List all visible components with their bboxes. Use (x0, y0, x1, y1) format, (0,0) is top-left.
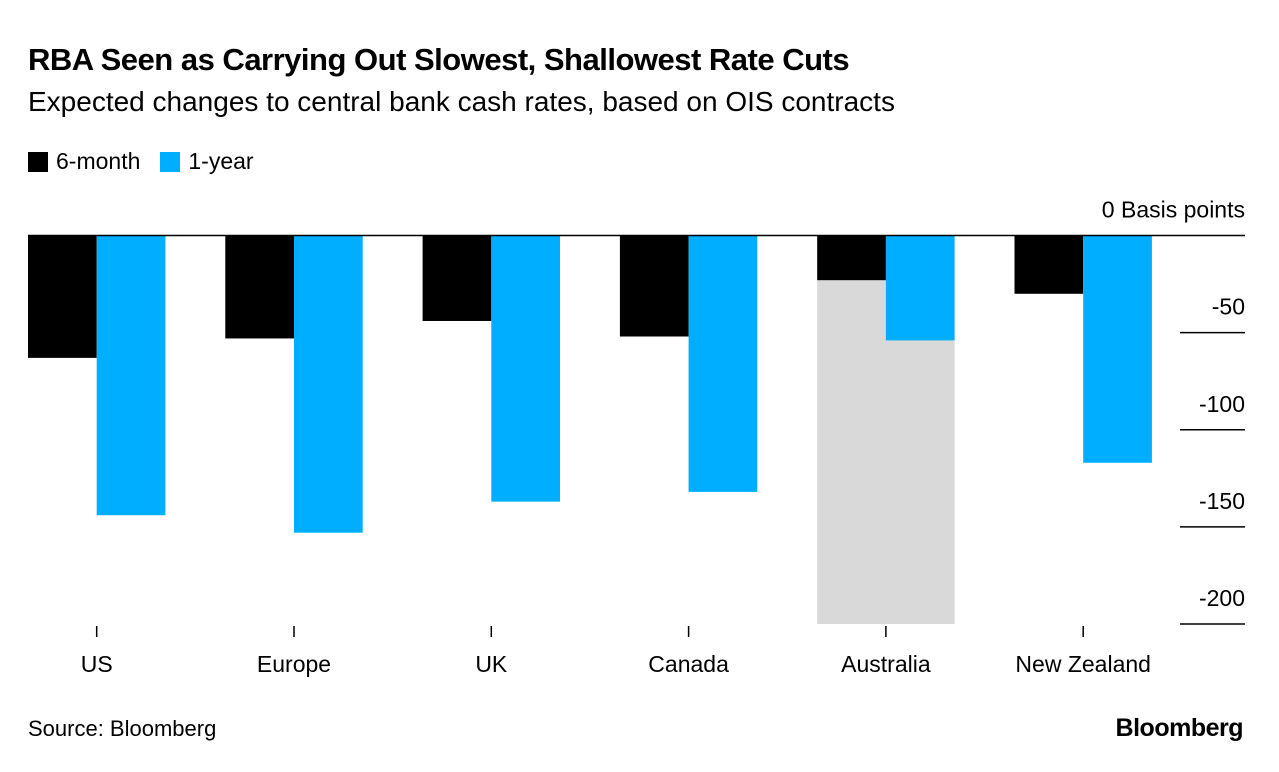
y-tick-label: -100 (1199, 391, 1245, 417)
bar-1-year-canada (688, 235, 758, 492)
bar-1-year-europe (294, 235, 363, 533)
bar-6-month-uk (422, 235, 492, 321)
chart-subtitle: Expected changes to central bank cash ra… (28, 86, 895, 117)
x-tick-label: UK (475, 651, 508, 677)
legend-item-6-month: 6-month (28, 148, 140, 175)
y-tick-label: 0 Basis points (1102, 197, 1245, 223)
bloomberg-logo: Bloomberg (1115, 714, 1244, 742)
legend: 6-month 1-year (28, 148, 264, 175)
legend-swatch-6-month (28, 151, 48, 172)
x-tick-label: Canada (648, 651, 729, 677)
source-note: Source: Bloomberg (28, 716, 217, 741)
chart-title: RBA Seen as Carrying Out Slowest, Shallo… (28, 42, 850, 77)
bar-6-month-new-zealand (1014, 235, 1084, 294)
x-tick-label: New Zealand (1015, 651, 1151, 677)
bar-1-year-australia (885, 235, 955, 341)
bar-1-year-uk (491, 235, 560, 502)
legend-item-1-year: 1-year (160, 148, 254, 175)
legend-swatch-1-year (160, 151, 181, 172)
bar-6-month-europe (225, 235, 294, 339)
y-tick-label: -200 (1199, 585, 1245, 611)
x-tick-label: US (81, 651, 113, 677)
x-tick-label: Australia (841, 651, 931, 677)
bar-1-year-us (96, 235, 166, 516)
y-tick-label: -50 (1212, 294, 1245, 320)
bar-1-year-new-zealand (1083, 235, 1152, 463)
bar-6-month-us (28, 235, 97, 358)
y-tick-label: -150 (1199, 488, 1245, 514)
x-tick-label: Europe (257, 651, 331, 677)
legend-label: 6-month (56, 148, 141, 174)
bar-6-month-canada (619, 235, 689, 337)
bar-6-month-australia (817, 235, 886, 281)
legend-label: 1-year (188, 148, 254, 174)
